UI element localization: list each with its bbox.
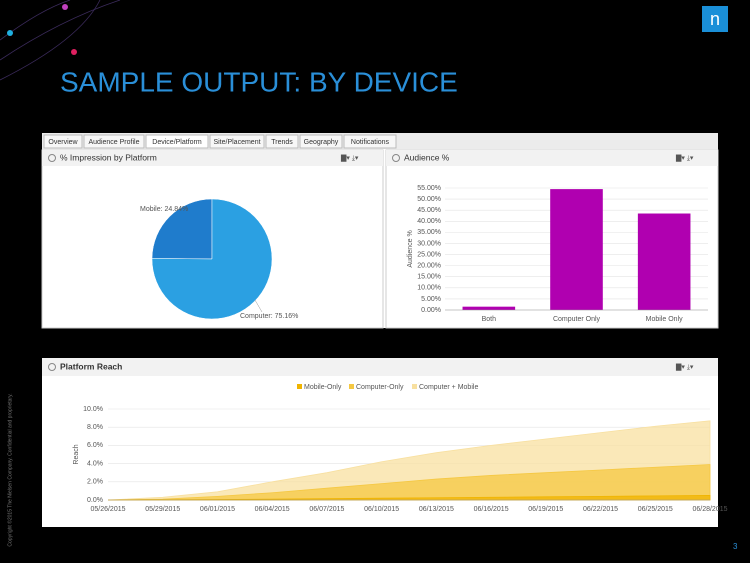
- legend-label: Computer-Only: [356, 384, 404, 391]
- data-label: Mobile: 24.84%: [140, 206, 188, 213]
- y-tick-label: 55.00%: [417, 185, 441, 192]
- y-tick-label: 8.0%: [87, 424, 103, 431]
- x-tick-label: 06/22/2015: [583, 506, 618, 513]
- x-tick-label: 06/28/2015: [692, 506, 727, 513]
- chart-title: Platform Reach: [60, 361, 122, 371]
- tab-label[interactable]: Device/Platform: [152, 139, 202, 146]
- y-tick-label: 20.00%: [417, 262, 441, 269]
- bar: [462, 306, 516, 310]
- panel-header: [42, 150, 383, 166]
- y-tick-label: 30.00%: [417, 240, 441, 247]
- y-tick-label: 4.0%: [87, 460, 103, 467]
- y-axis-label: Audience %: [407, 230, 414, 267]
- x-tick-label: 06/04/2015: [255, 506, 290, 513]
- collapse-icon[interactable]: [48, 154, 56, 162]
- x-tick-label: 05/29/2015: [145, 506, 180, 513]
- toolbar[interactable]: ▇▾ ⤓▾: [675, 363, 694, 371]
- x-tick-label: 06/07/2015: [309, 506, 344, 513]
- toolbar[interactable]: ▇▾ ⤓▾: [340, 154, 359, 162]
- y-tick-label: 45.00%: [417, 207, 441, 214]
- legend-swatch: [349, 384, 354, 389]
- dot: [71, 49, 77, 55]
- tab[interactable]: [43, 134, 83, 149]
- y-tick-label: 10.0%: [83, 406, 103, 413]
- panel-header: [386, 150, 718, 166]
- area: [107, 495, 711, 501]
- legend-swatch: [297, 384, 302, 389]
- tab-label[interactable]: Geography: [304, 139, 339, 146]
- pie-slice: [151, 198, 273, 320]
- leader: [254, 299, 263, 313]
- x-tick-label: Computer Only: [553, 316, 601, 323]
- logo-box: [702, 6, 728, 32]
- bar: [637, 213, 691, 310]
- y-tick-label: 15.00%: [417, 274, 441, 281]
- collapse-icon[interactable]: [392, 154, 400, 162]
- slide-title: SAMPLE OUTPUT: BY DEVICE: [60, 66, 458, 97]
- x-tick-label: 05/26/2015: [90, 506, 125, 513]
- tab-label[interactable]: Trends: [271, 139, 293, 146]
- x-tick-label: Mobile Only: [646, 316, 683, 323]
- tab[interactable]: [343, 134, 397, 149]
- x-tick-label: 06/10/2015: [364, 506, 399, 513]
- panel-header: [42, 358, 718, 376]
- copyright: Copyright ©2015 The Nielsen Company. Con…: [6, 393, 13, 546]
- tab[interactable]: [265, 134, 299, 149]
- legend-label: Mobile-Only: [304, 384, 342, 391]
- y-tick-label: 6.0%: [87, 442, 103, 449]
- tab[interactable]: [83, 134, 145, 149]
- tab-label[interactable]: Site/Placement: [213, 139, 260, 146]
- pie-slice: [151, 198, 213, 260]
- y-axis-label: Reach: [73, 444, 80, 464]
- tab-label[interactable]: Notifications: [351, 139, 390, 146]
- y-tick-label: 40.00%: [417, 218, 441, 225]
- collapse-icon[interactable]: [48, 363, 56, 371]
- tab[interactable]: [299, 134, 343, 149]
- area: [107, 464, 711, 501]
- y-tick-label: 25.00%: [417, 251, 441, 258]
- x-tick-label: 06/25/2015: [638, 506, 673, 513]
- dot: [62, 4, 68, 10]
- legend-swatch: [412, 384, 417, 389]
- tab-label[interactable]: Overview: [48, 139, 78, 146]
- x-tick-label: 06/13/2015: [419, 506, 454, 513]
- chart-title: Audience %: [404, 152, 450, 162]
- x-tick-label: 06/01/2015: [200, 506, 235, 513]
- legend-label: Computer + Mobile: [419, 384, 478, 391]
- y-tick-label: 5.00%: [421, 296, 441, 303]
- page-number: 3: [733, 542, 738, 551]
- y-tick-label: 35.00%: [417, 229, 441, 236]
- chart-title: % Impression by Platform: [60, 152, 157, 162]
- bar: [550, 189, 603, 310]
- y-tick-label: 0.0%: [87, 497, 103, 504]
- x-tick-label: 06/19/2015: [528, 506, 563, 513]
- y-tick-label: 2.0%: [87, 479, 103, 486]
- x-tick-label: Both: [482, 316, 497, 323]
- tab-label[interactable]: Audience Profile: [89, 139, 140, 146]
- x-tick-label: 06/16/2015: [474, 506, 509, 513]
- y-tick-label: 10.00%: [417, 285, 441, 292]
- dot: [7, 30, 13, 36]
- data-label: Computer: 75.16%: [240, 313, 298, 320]
- y-tick-label: 0.00%: [421, 307, 441, 314]
- logo: n: [710, 9, 720, 29]
- toolbar[interactable]: ▇▾ ⤓▾: [675, 154, 694, 162]
- y-tick-label: 50.00%: [417, 196, 441, 203]
- tab[interactable]: [209, 134, 265, 149]
- tab[interactable]: [145, 134, 209, 149]
